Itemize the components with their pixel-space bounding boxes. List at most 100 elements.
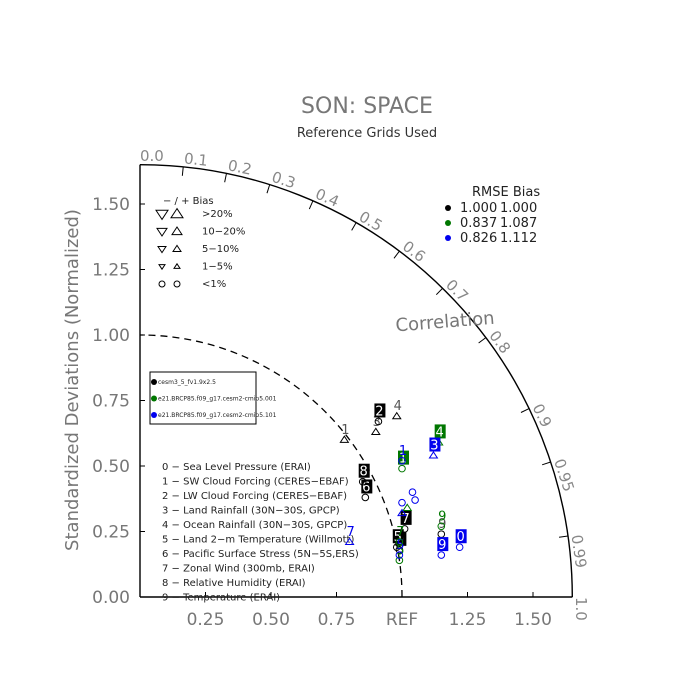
correlation-tick-label: 0.6 [399,237,429,266]
correlation-tick-label: 0.9 [529,401,556,430]
case-legend: cesm3_5_fv1.9x2.5 e21.BRCP85.f09_g17.cesm… [149,371,277,425]
y-axis-label: Standardized Deviations (Normalized) [62,209,83,551]
data-point-marker [428,451,439,459]
data-point-label: 4 [394,399,402,414]
data-point-marker [455,543,464,552]
case-legend-box [149,371,257,425]
data-point-label: 2 [375,404,383,419]
data-point-marker [370,427,381,435]
outer-arc [139,164,573,598]
bias-down-triangle [156,227,168,237]
correlation-tick-mark [351,222,357,231]
data-label-box [361,479,373,494]
bias-legend-row: 10−20% [202,227,245,238]
data-label-box [374,403,386,418]
correlation-tick-label: 0.2 [226,156,253,178]
correlation-label: Correlation [395,308,496,337]
variable-entry: 0 − Sea Level Pressure (ERAI) [162,462,311,473]
variable-entry: 6 − Pacific Surface Stress (5N−5S,ERS) [162,549,359,560]
data-label-box [358,463,370,478]
data-point-label: 1 [341,423,349,438]
correlation-tick-mark [435,287,443,296]
variable-entry: 2 − LW Cloud Forcing (CERES−EBAF) [162,491,347,502]
variable-entry: 7 − Zonal Wind (300mb, ERAI) [162,564,315,575]
correlation-tick-label: 0.99 [567,534,590,570]
y-tick-label: 0.00 [92,588,130,608]
data-point-marker [397,508,407,517]
rmse-marker [445,220,451,226]
bias-value: 1.112 [500,231,537,246]
data-label-box [400,510,412,525]
data-point-label: 7 [396,525,404,540]
bias-circle [158,280,166,288]
correlation-tick-mark [520,408,530,413]
correlation-tick-label: 0.3 [270,168,298,192]
data-points: 055577768132411439990 [339,399,467,565]
rmse-marker [445,235,451,241]
y-tick-label: 0.25 [92,523,130,543]
case-legend-name: cesm3_5_fv1.9x2.5 [158,379,216,386]
data-point-label: 4 [436,425,444,440]
data-label-box [437,537,449,552]
bias-legend: − / + Bias >20% 10−20% 5−10% 1−5% <1% [155,196,245,290]
case-legend-marker [151,412,157,418]
correlation-tick-label: 0.8 [485,327,514,357]
correlation-tick-mark [393,250,400,259]
data-point-label: 1 [399,444,407,459]
data-point-label: 3 [373,415,381,430]
data-point-marker [358,477,367,486]
data-point-marker [344,537,355,545]
case-legend-marker [151,379,157,385]
bias-down-triangle [155,209,169,221]
data-point-label: 5 [394,530,402,545]
axes [139,164,573,598]
y-tick-label: 0.50 [92,457,130,477]
data-point-marker [374,417,383,426]
variable-entry: 4 − Ocean Rainfall (30N−30S, GPCP) [162,520,347,531]
data-point-marker [339,435,350,443]
correlation-tick-mark [266,184,271,194]
correlation-tick-label: 0.7 [442,276,472,306]
data-label-box [429,437,441,452]
bias-up-triangle [170,207,184,219]
data-point-marker [411,496,419,504]
x-tick-label: 1.25 [449,610,487,630]
y-tick-label: 1.00 [92,326,130,346]
correlation-tick-label: 0.1 [183,149,209,169]
y-tick-label: 0.75 [92,392,130,412]
data-point-label: 1 [399,452,407,467]
reference-arc [139,334,403,598]
data-point-marker [402,503,413,511]
x-tick-label: 0.50 [252,610,290,630]
y-tick-label: 1.50 [92,195,130,215]
tick-labels: 0.25 0.50 0.75 1.25 1.500.000.250.500.751.00… [92,195,552,630]
data-point-marker [361,493,370,502]
correlation-tick-mark [558,535,569,538]
bias-value: 1.000 [500,201,537,216]
data-point-marker [398,456,406,465]
variable-list: 0 − Sea Level Pressure (ERAI) 1 − SW Clou… [162,462,359,604]
correlation-tick-label: 1.0 [572,597,590,621]
bias-legend-row: 5−10% [202,244,239,255]
data-point-label: 7 [401,512,409,527]
correlation-tick-label: 0.0 [140,147,164,165]
data-point-marker [395,551,404,559]
bias-value: 1.087 [500,216,537,231]
variable-entry: 9 − Temperature (ERAI) [162,593,280,604]
bias-down-triangle [158,264,166,271]
data-point-marker [398,498,406,507]
data-label-box [455,529,467,544]
data-point-label: 0 [456,530,464,545]
rmse-marker [445,205,451,211]
rmse-value: 1.000 [460,201,497,216]
data-point-marker [437,522,446,531]
data-point-marker [408,488,417,497]
correlation-tick-mark [541,461,551,466]
data-point-marker [391,411,402,420]
data-point-label: 9 [438,509,446,524]
bias-up-triangle [171,226,183,236]
data-point-marker [395,556,404,565]
variable-entry: 3 − Land Rainfall (30N−30S, GPCP) [162,506,340,517]
y-tick-label: 1.25 [92,261,130,281]
